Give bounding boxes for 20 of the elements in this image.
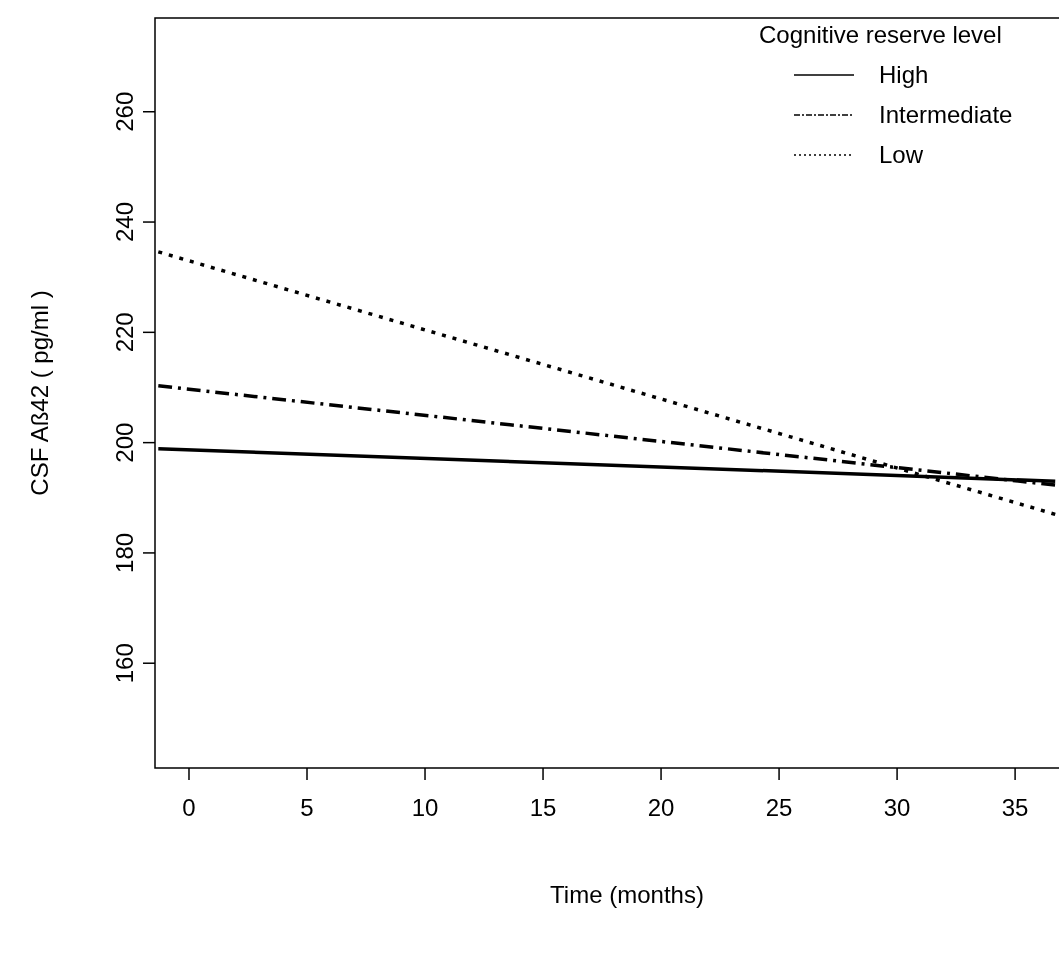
y-tick-label: 220	[111, 312, 138, 353]
legend-label: High	[879, 61, 929, 88]
legend-label: Low	[879, 141, 924, 168]
y-tick-label: 180	[111, 532, 138, 573]
y-axis-title: CSF Aß42 ( pg/ml )	[26, 290, 53, 496]
x-tick-label: 20	[647, 794, 675, 821]
x-tick-label: 35	[1001, 794, 1029, 821]
legend-title: Cognitive reserve level	[759, 21, 1002, 48]
x-tick-label: 5	[300, 794, 314, 821]
legend-label: Intermediate	[879, 101, 1013, 128]
x-tick-label: 15	[529, 794, 557, 821]
y-tick-label: 260	[111, 91, 138, 132]
y-tick-label: 160	[111, 643, 138, 684]
x-tick-label: 25	[765, 794, 793, 821]
x-tick-label: 10	[411, 794, 439, 821]
y-tick-label: 200	[111, 422, 138, 463]
x-axis-title: Time (months)	[550, 881, 704, 908]
y-tick-label: 240	[111, 202, 138, 243]
x-tick-label: 0	[182, 794, 196, 821]
x-tick-label: 30	[883, 794, 911, 821]
